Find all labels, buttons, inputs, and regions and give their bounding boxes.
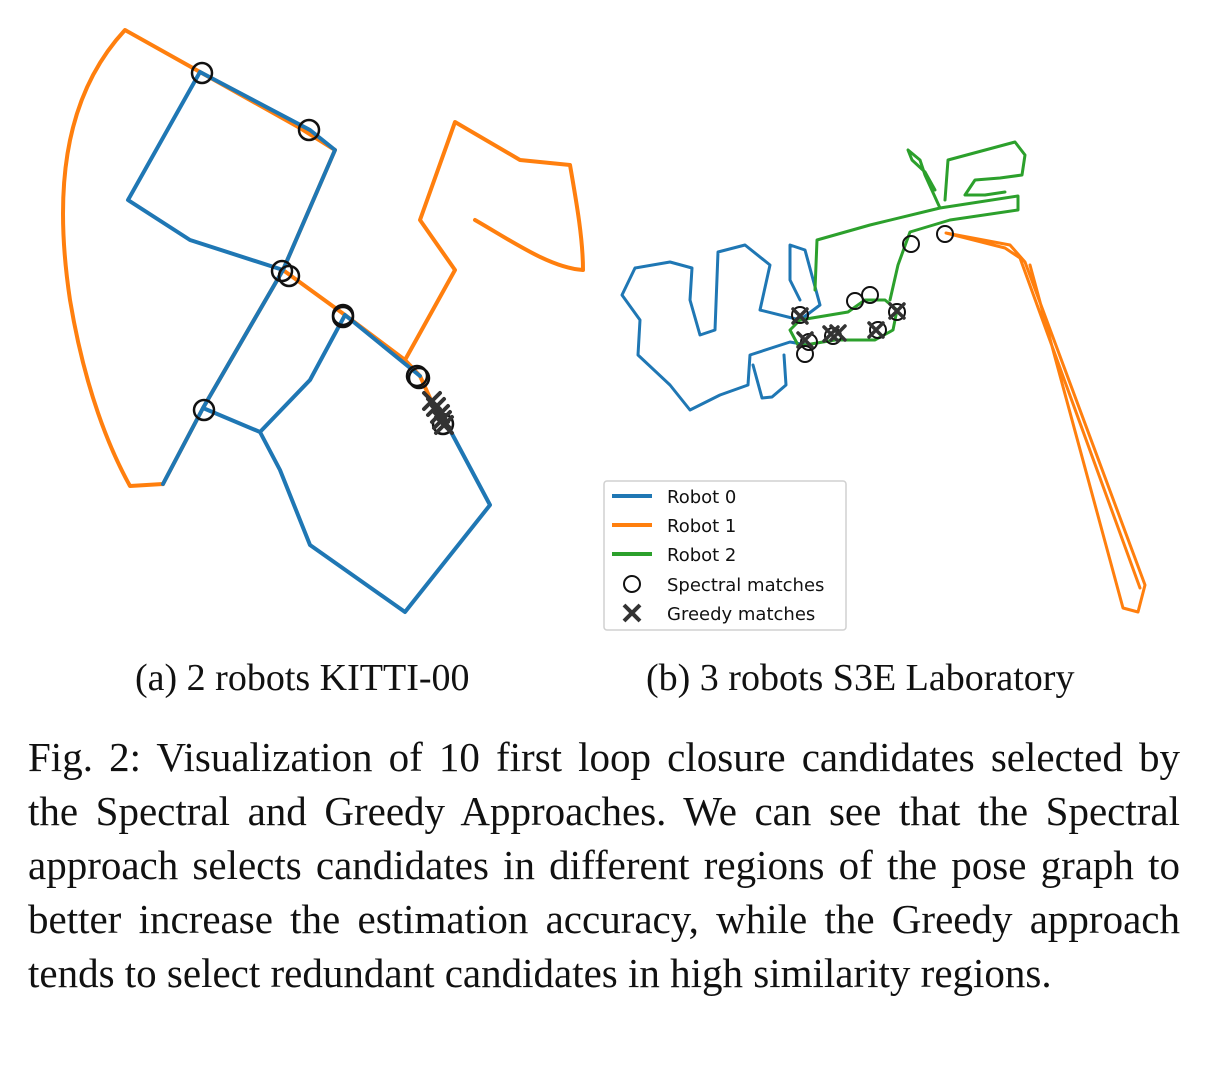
spectral-match — [331, 305, 355, 329]
figure-caption: Fig. 2: Visualization of 10 first loop c… — [28, 734, 1180, 996]
spectral-match — [861, 286, 879, 304]
spectral-match — [846, 292, 864, 310]
greedy-matches-a — [422, 391, 454, 435]
plot-s3e-laboratory — [620, 140, 1147, 614]
spectral-match — [936, 225, 954, 243]
legend-label-robot-0: Robot 0 — [667, 487, 736, 508]
figure-plots: Robot 0 Robot 1 Robot 2 Spectral matches… — [60, 28, 1147, 631]
greedy-match — [791, 307, 809, 325]
legend-label-spectral-matches: Spectral matches — [667, 575, 824, 596]
legend-label-greedy-matches: Greedy matches — [667, 604, 815, 625]
spectral-match — [902, 235, 920, 253]
legend-label-robot-2: Robot 2 — [667, 545, 736, 566]
spectral-match — [869, 321, 887, 339]
spectral-match — [405, 364, 429, 388]
spectral-match — [190, 61, 214, 85]
greedy-match — [796, 331, 814, 349]
figure-2: Robot 0 Robot 1 Robot 2 Spectral matches… — [60, 28, 1147, 631]
spectral-match — [791, 306, 809, 324]
robot-0-trajectory-a — [126, 70, 492, 614]
spectral-match — [297, 118, 321, 142]
legend: Robot 0 Robot 1 Robot 2 Spectral matches… — [603, 480, 847, 631]
subfigure-a-caption: (a) 2 robots KITTI-00 — [135, 657, 470, 699]
legend-label-robot-1: Robot 1 — [667, 516, 736, 537]
greedy-matches-b — [791, 302, 906, 349]
spectral-match — [277, 264, 301, 288]
spectral-matches-a — [190, 61, 455, 436]
spectral-match — [407, 366, 431, 390]
spectral-match — [270, 259, 294, 283]
greedy-match — [434, 415, 454, 435]
robot-1-trajectory-b — [944, 231, 1147, 614]
greedy-match — [829, 324, 847, 342]
plot-kitti-00 — [60, 28, 585, 614]
subfigure-b-caption: (b) 3 robots S3E Laboratory — [646, 657, 1075, 699]
greedy-match — [888, 302, 906, 320]
greedy-match — [432, 410, 452, 430]
legend-swatch-greedy-x-icon — [622, 603, 642, 623]
robot-0-trajectory-b — [620, 243, 822, 412]
spectral-match — [888, 303, 906, 321]
greedy-match — [867, 321, 885, 339]
spectral-match — [796, 345, 814, 363]
spectral-match — [192, 398, 216, 422]
robot-1-trajectory-a — [60, 28, 585, 488]
legend-swatch-spectral-circle-icon — [623, 575, 641, 593]
legend-frame — [603, 480, 847, 631]
